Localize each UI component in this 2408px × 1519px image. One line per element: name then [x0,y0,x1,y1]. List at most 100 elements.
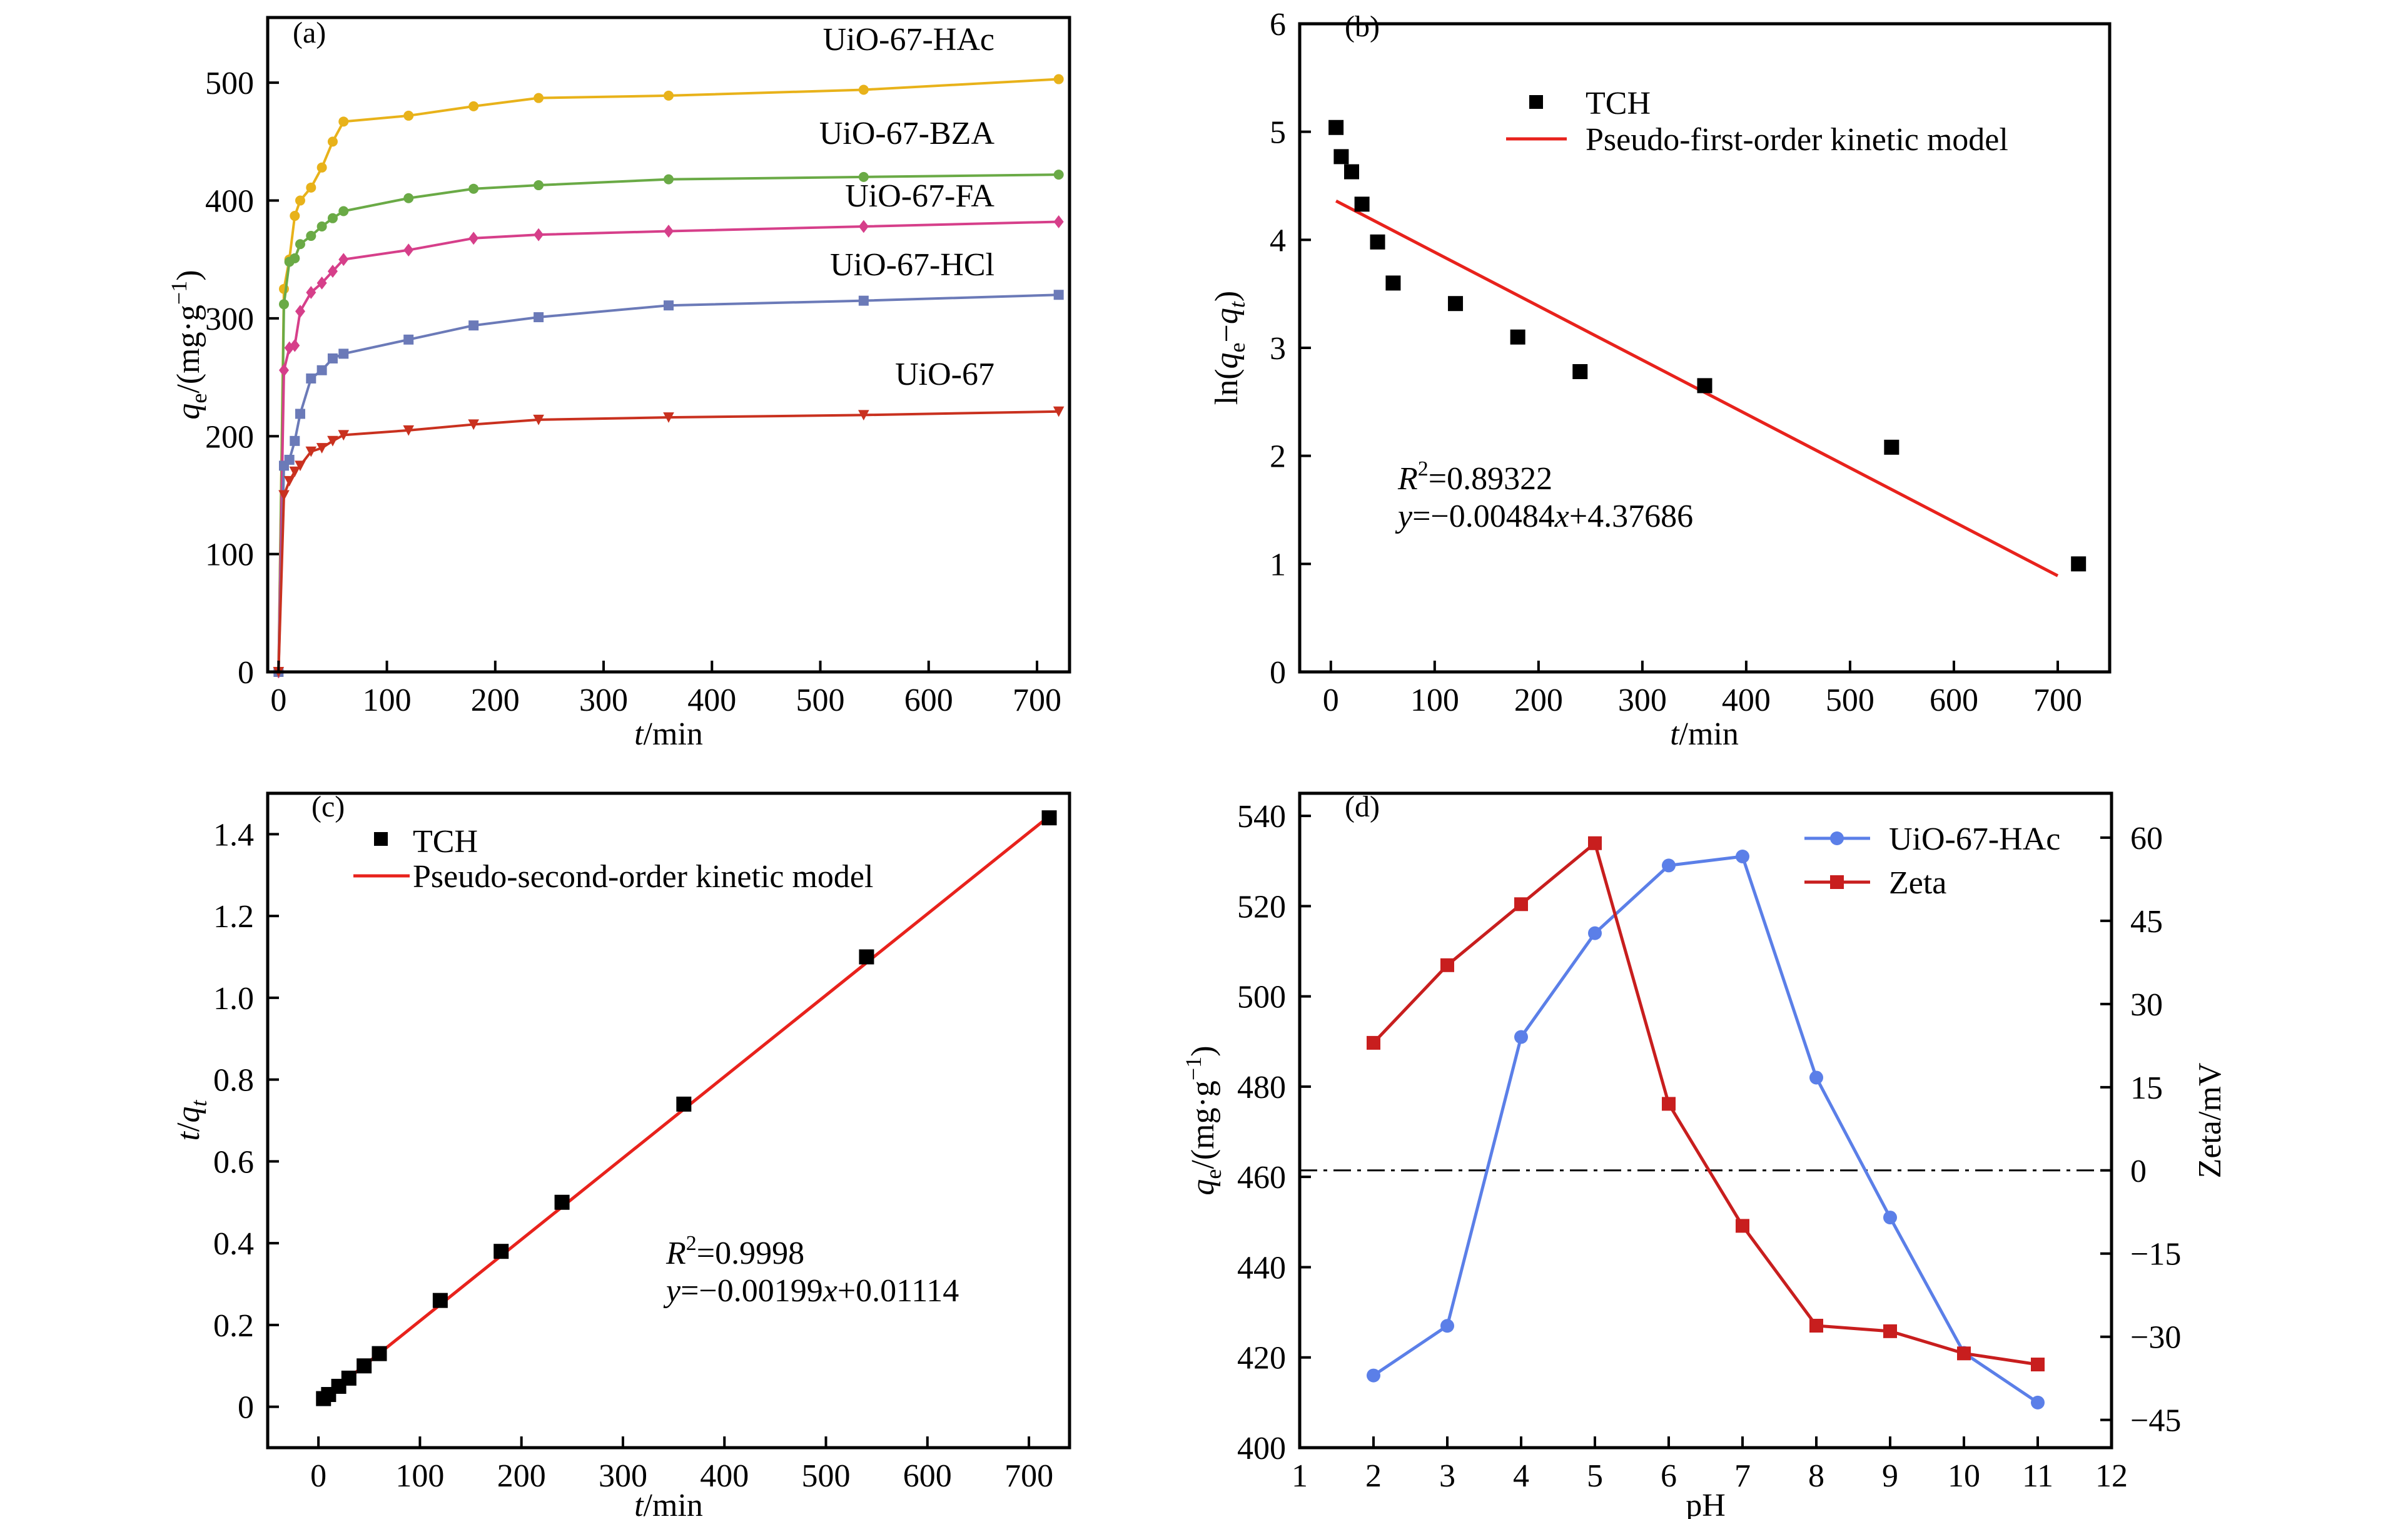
data-point-uio-67 [316,443,328,454]
panel-b-y-tick-label: 3 [1270,331,1286,367]
panel-b-ticks: 0 100 200 300 400 500 600 700 0 1 2 3 4 5 6 [1270,7,2082,718]
series-label-uio67-hac: UiO-67-HAc [823,22,994,58]
panel-b-r-squared: R2=0.89322 [1397,457,1552,497]
panel-b-axes-frame [1298,22,2112,674]
panel-d-right-y-tick-label: −30 [2130,1320,2181,1356]
data-point-uio-67-hac [1662,858,1676,873]
series-line-uio-67-hcl [277,293,1059,673]
data-point-uio-67-bza [403,193,414,203]
data-point-uio-67-bza [338,206,349,216]
panel-b-y-tick-label: 1 [1270,547,1286,582]
fit-line-pseudo-first-order [1335,199,2059,577]
series-line-uio-67-fa [277,220,1059,673]
panel-c-equation: y=−0.00199x+0.01114 [663,1273,959,1309]
panel-b-y-tick-label: 4 [1270,223,1286,258]
panel-a-y-axis-label: qe/(mg·g−1) [166,270,211,419]
panel-c-x-tick-label: 200 [497,1458,546,1494]
data-point-uio-67-fa [338,253,349,267]
panel-a-y-tick-label: 200 [205,419,254,455]
data-point-uio-67 [403,425,415,436]
data-point-uio-67-bza [278,299,289,310]
data-point-zeta [2031,1358,2045,1372]
data-point-tch [1572,363,1588,379]
panel-d-x-tick-label: 10 [1948,1458,1980,1494]
panel-d-right-y-tick-label: −15 [2130,1237,2181,1273]
data-point-uio-67-hcl [664,300,674,311]
panel-a-x-axis-label: t/min [634,716,703,752]
data-point-uio-67 [858,410,869,421]
panel-b-x-tick-label: 600 [1930,683,1978,718]
legend-label-zeta: Zeta [1889,865,1946,901]
data-point-zeta [1957,1346,1971,1361]
data-point-tch [432,1293,448,1308]
data-point-tch [341,1370,357,1386]
data-point-uio-67-bza [534,180,544,191]
panel-c-y-axis-label: t/qt [171,1100,211,1141]
panel-d-x-tick-label: 4 [1513,1458,1529,1494]
data-point-tch [1041,810,1057,826]
legend-label-tch: TCH [413,824,478,860]
data-point-zeta [1367,1035,1380,1050]
data-point-uio-67-bza [1053,170,1064,180]
panel-c-axes-frame [266,791,1071,1450]
data-point-zeta [1736,1219,1749,1233]
data-point-uio-67 [278,490,290,501]
data-point-tch [859,949,874,965]
data-point-uio-67 [327,435,338,447]
panel-d-right-y-tick-label: 60 [2130,821,2163,856]
data-point-tch [1510,329,1525,345]
panel-a-y-tick-label: 300 [205,302,254,337]
data-point-uio-67-fa [1053,215,1064,228]
data-point-uio-67-hac [1440,1319,1454,1333]
panel-d-x-tick-label: 3 [1439,1458,1455,1494]
panel-b-x-tick-label: 300 [1618,683,1667,718]
data-point-zeta [1809,1318,1823,1333]
data-point-zeta [1514,897,1528,912]
panel-b-y-tick-label: 2 [1270,439,1286,475]
panel-c-x-tick-label: 300 [599,1458,647,1494]
panel-d-plot-area [1300,836,2112,1410]
data-point-zeta [1440,958,1454,972]
panel-b-x-tick-label: 0 [1323,683,1339,718]
data-point-uio-67-hac [1809,1070,1823,1085]
data-point-uio-67-fa [664,225,674,238]
data-point-uio-67-fa [327,265,338,278]
panel-c-r-squared: R2=0.9998 [665,1232,804,1271]
panel-d-y-tick-label: 540 [1237,799,1286,835]
data-point-uio-67 [338,430,350,441]
panel-d-ph-effect: 1 2 3 4 5 6 7 8 9 10 11 12400420440460480500520540−… [1181,790,2228,1519]
panel-b-x-axis-label: t/min [1670,716,1739,752]
data-point-uio-67-hac [327,136,338,147]
panel-c-y-tick-label: 0.6 [213,1144,254,1180]
data-point-uio-67-fa [468,231,479,245]
data-point-zeta [1883,1324,1897,1338]
panel-a-y-tick-label: 400 [205,184,254,220]
panel-b-x-tick-label: 500 [1826,683,1874,718]
panel-d-x-tick-label: 1 [1292,1458,1308,1494]
data-point-tch [372,1346,387,1361]
panel-d-x-axis-label: pH [1686,1488,1726,1519]
panel-c-x-tick-label: 0 [310,1458,326,1494]
data-point-uio-67 [468,419,479,430]
panel-b-y-tick-label: 0 [1270,655,1286,691]
panel-c-x-tick-label: 400 [700,1458,749,1494]
data-point-uio-67-hac [1053,74,1064,84]
data-point-tch [1697,378,1712,394]
panel-a-x-tick-label: 400 [687,683,736,718]
panel-d-right-y-tick-label: 30 [2130,987,2163,1023]
panel-d-y-tick-label: 500 [1237,980,1286,1015]
panel-b-y-tick-label: 6 [1270,7,1286,43]
data-point-uio-67-hac [1367,1368,1380,1383]
data-point-uio-67-hac [306,182,316,193]
panel-d-axes-frame [1298,791,2113,1450]
panel-a-ticks: 0 100 200 300 400 500 600 700 0 100 200 300 400 500 [205,66,1061,718]
legend-marker-tch [1529,95,1543,109]
panel-b-pseudo-first-order: 0 100 200 300 400 500 600 700 0 1 2 3 4 5 6 (b) TCH Ps… [1209,7,2112,752]
data-point-uio-67-hac [316,162,327,173]
panel-c-pseudo-second-order: 0 100 200 300 400 500 600 700 0 0.2 0.4 0.6 0.8 1.0 1.… [171,790,1071,1519]
series-label-uio67-bza: UiO-67-BZA [819,116,995,151]
panel-a-axes-frame [266,16,1071,674]
series-line-uio-67-hac [1372,855,2039,1404]
data-point-zeta [1662,1097,1676,1111]
panel-d-right-y-axis-label: Zeta/mV [2192,1063,2228,1179]
